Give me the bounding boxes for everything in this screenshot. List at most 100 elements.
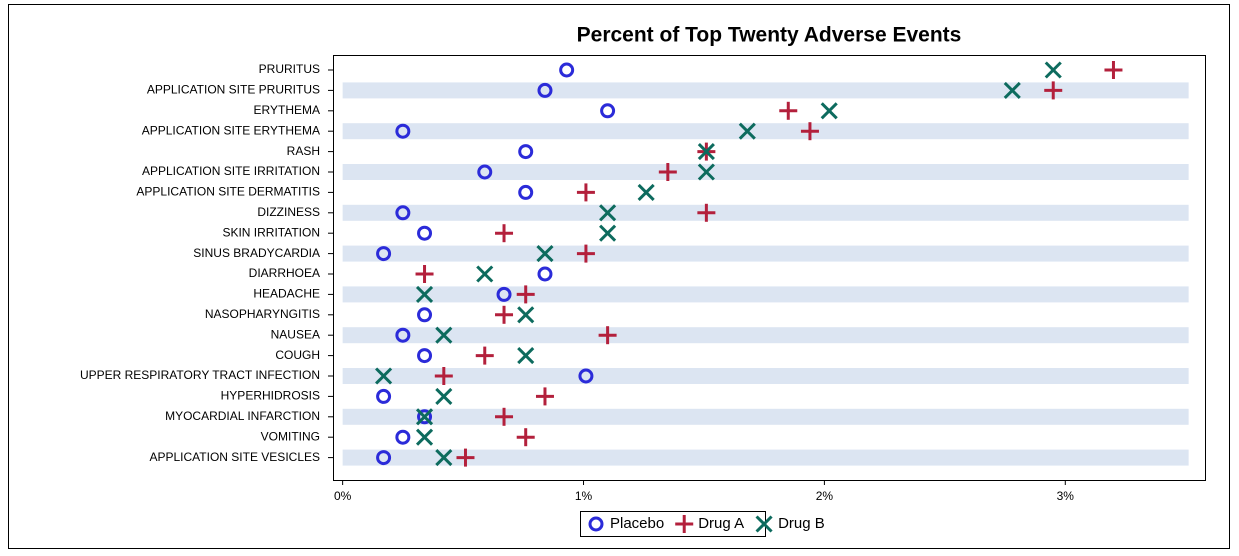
marker-plus — [434, 367, 453, 385]
marker-x — [415, 285, 434, 303]
marker-shape — [417, 307, 433, 323]
marker-plus — [675, 515, 694, 533]
marker-x — [375, 367, 393, 385]
marker-x — [435, 387, 453, 405]
marker-shape — [435, 387, 453, 405]
marker-shape — [600, 103, 616, 119]
marker-shape — [1044, 61, 1062, 79]
y-tick-label: RASH — [287, 144, 320, 158]
marker-circle — [559, 62, 575, 78]
marker-x — [820, 102, 838, 120]
legend-label: Placebo — [610, 515, 664, 532]
marker-circle — [395, 429, 411, 445]
y-tick-label: NAUSEA — [271, 327, 320, 341]
band — [342, 164, 1189, 180]
marker-shape — [376, 246, 392, 262]
y-tick-label: MYOCARDIAL INFARCTION — [165, 409, 320, 423]
marker-plus — [800, 122, 819, 141]
marker-circle — [376, 246, 392, 262]
marker-circle — [578, 368, 594, 384]
marker-plus — [535, 387, 554, 406]
marker-x — [599, 224, 617, 242]
marker-shape — [476, 265, 494, 283]
marker-circle — [477, 164, 493, 180]
marker-shape — [755, 515, 773, 533]
y-tick-label: COUGH — [275, 348, 320, 362]
y-tick-label: APPLICATION SITE VESICLES — [150, 450, 321, 464]
marker-circle — [395, 205, 411, 221]
band — [342, 123, 1189, 140]
marker-circle — [496, 286, 512, 302]
marker-x — [1044, 61, 1062, 79]
marker-plus — [1044, 81, 1063, 100]
marker-circle — [417, 225, 433, 241]
marker-x — [599, 204, 617, 222]
marker-shape — [395, 327, 411, 343]
marker-circle — [518, 184, 534, 200]
marker-plus — [456, 448, 475, 467]
marker-plus — [598, 326, 617, 345]
legend-box — [580, 511, 766, 537]
y-tick-label: SINUS BRADYCARDIA — [193, 246, 320, 260]
x-tick-label: 3% — [1057, 489, 1075, 503]
band — [342, 327, 1189, 344]
band — [342, 449, 1189, 466]
marker-shape — [417, 225, 433, 241]
x-tick-label: 0% — [334, 489, 352, 503]
marker-plus — [516, 285, 535, 304]
y-tick-label: APPLICATION SITE DERMATITIS — [136, 185, 320, 199]
marker-shape — [375, 367, 393, 385]
y-tick-label: HYPERHIDROSIS — [221, 389, 320, 403]
marker-x — [755, 515, 773, 533]
plot-frame — [333, 55, 1206, 481]
y-tick-label: VOMITING — [261, 429, 320, 443]
band — [342, 204, 1189, 221]
marker-plus — [495, 407, 514, 426]
marker-shape — [435, 449, 453, 467]
marker-shape — [697, 143, 715, 161]
marker-x — [476, 265, 494, 283]
marker-shape — [536, 245, 554, 263]
bands — [342, 82, 1189, 466]
marker-shape — [376, 450, 392, 466]
marker-plus — [658, 163, 677, 181]
marker-shape — [415, 428, 434, 446]
marker-x — [415, 428, 434, 446]
marker-plus — [576, 183, 595, 202]
marker-x — [697, 143, 715, 161]
legend-label: Drug B — [778, 515, 825, 532]
x-tick-label: 2% — [816, 489, 834, 503]
marker-circle — [417, 307, 433, 323]
marker-x — [637, 183, 655, 201]
marker-shape — [820, 102, 838, 120]
x-tick-label: 1% — [575, 489, 593, 503]
marker-circle — [600, 103, 616, 119]
marker-x — [517, 347, 535, 365]
marker-shape — [417, 409, 433, 425]
marker-plus — [576, 244, 595, 263]
marker-circle — [376, 450, 392, 466]
marker-shape — [599, 224, 617, 242]
band — [342, 408, 1189, 425]
band — [342, 286, 1189, 303]
marker-shape — [417, 348, 433, 364]
marker-shape — [559, 62, 575, 78]
marker-shape — [588, 516, 604, 532]
y-tick-label: HEADACHE — [253, 287, 320, 301]
marker-circle — [417, 409, 433, 425]
marker-plus — [495, 305, 514, 324]
marker-x — [435, 449, 453, 467]
marker-circle — [588, 516, 604, 532]
chart-title: Percent of Top Twenty Adverse Events — [577, 24, 962, 47]
marker-plus — [415, 265, 434, 283]
marker-shape — [517, 306, 535, 324]
marker-shape — [415, 408, 434, 426]
marker-circle — [417, 348, 433, 364]
marker-circle — [376, 388, 392, 404]
marker-plus — [697, 203, 716, 222]
marker-circle — [537, 266, 553, 282]
marker-x — [738, 122, 756, 140]
marker-shape — [1003, 81, 1021, 99]
marker-shape — [537, 266, 553, 282]
